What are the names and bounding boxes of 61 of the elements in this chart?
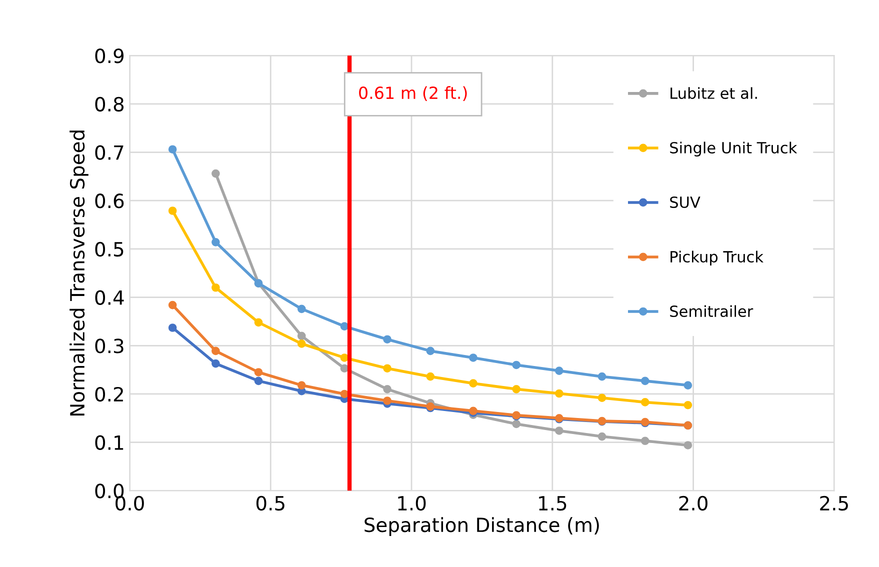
point [640,436,650,446]
point [297,340,306,348]
y-tick-label: 0.7 [95,145,124,160]
point [383,364,392,373]
point [254,318,263,327]
point [297,304,306,314]
y-tick-label: 0.1 [95,435,124,450]
legend-label: SUV [670,196,700,208]
y-tick-label: 0.9 [95,48,124,64]
y-tick-label: 0.8 [95,96,124,112]
y-axis-title: Normalized Transverse Speed [70,130,88,416]
x-tick-label: 0.5 [256,496,284,511]
point [297,381,306,390]
x-tick-label: 2.5 [820,496,848,511]
point [383,335,392,344]
y-tick-label: 0.5 [95,242,124,257]
x-tick-label: 1.0 [398,496,426,511]
legend-label: Semitrailer [670,305,754,318]
point [684,441,692,450]
y-tick-label: 0.6 [95,194,124,208]
point [469,354,478,362]
y-tick-label: 0.2 [95,386,123,402]
point [426,372,435,381]
point [640,398,650,406]
point [684,400,692,410]
point [554,426,564,435]
point [254,376,263,386]
point [684,381,692,390]
point [168,300,177,310]
point [383,384,392,394]
point [554,389,564,398]
point [212,346,220,356]
y-tick-label: 0.4 [95,290,124,305]
point [168,206,177,215]
point [512,420,520,428]
x-tick-label: 1.5 [539,496,566,511]
point [640,376,650,386]
point [168,145,177,154]
point [168,324,177,332]
y-tick-label: 0.3 [95,338,124,354]
legend-label: Lubitz et al. [670,87,757,100]
point [554,366,564,375]
point [512,360,520,370]
x-tick-label: 2.0 [679,496,708,511]
point [212,283,220,292]
point [512,384,520,394]
point [598,394,606,402]
point [598,432,606,441]
legend-label: Pickup Truck [670,250,764,266]
point [469,379,478,388]
legend-label: Single Unit Truck [670,142,798,156]
point [426,346,435,356]
point [383,396,392,405]
x-axis-title: Separation Distance (m) [364,517,599,536]
point [212,169,220,178]
ref-line-label: 0.61 m (2 ft.) [359,86,467,102]
point [598,372,606,381]
point [212,359,220,368]
point [297,332,306,340]
point [254,368,263,376]
point [212,238,220,246]
